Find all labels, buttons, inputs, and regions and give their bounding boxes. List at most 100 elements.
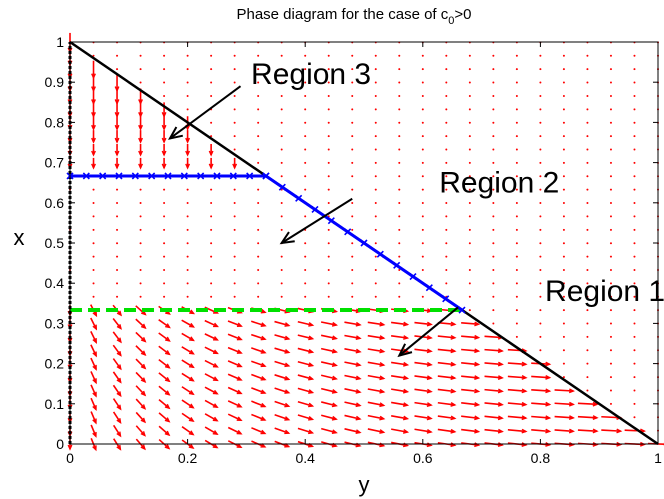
vector-arrowhead: [545, 442, 552, 447]
vector-point: [304, 242, 307, 245]
blue-curve-marker: [393, 261, 401, 269]
vector-point: [515, 228, 518, 231]
vector-point: [163, 228, 166, 231]
blue-curve-marker: [213, 172, 221, 180]
vector-arrow: [367, 348, 384, 353]
vector-point: [374, 282, 377, 285]
vector-point: [586, 121, 589, 124]
vector-point: [421, 255, 424, 258]
vector-point: [586, 215, 589, 218]
vector-point: [492, 68, 495, 71]
vector-point: [280, 135, 283, 138]
vector-arrowhead: [568, 442, 575, 447]
vector-point: [210, 242, 213, 245]
vector-point: [374, 148, 377, 151]
vector-point: [586, 135, 589, 138]
vector-point: [633, 148, 636, 151]
vector-arrowhead: [521, 415, 528, 421]
vector-point: [633, 228, 636, 231]
vector-arrow: [367, 401, 384, 407]
vector-point: [139, 268, 142, 271]
vector-arrowhead: [545, 401, 552, 407]
vector-arrow: [367, 428, 384, 434]
vector-arrowhead: [138, 150, 143, 157]
vector-arrow: [320, 387, 337, 394]
vector-arrow: [227, 413, 242, 422]
vector-point: [492, 148, 495, 151]
vector-point: [468, 228, 471, 231]
vector-arrowhead: [331, 415, 338, 421]
vector-arrow: [204, 319, 218, 328]
vector-arrowhead: [212, 403, 219, 409]
vector-arrowhead: [450, 402, 457, 407]
vector-arrowhead: [331, 429, 338, 435]
vector-point: [633, 416, 636, 419]
vector-point: [633, 295, 636, 298]
vector-arrowhead: [403, 321, 410, 327]
vector-point: [210, 121, 213, 124]
vector-point: [257, 268, 260, 271]
vector-arrow: [391, 361, 408, 366]
vector-arrowhead: [91, 73, 96, 80]
vector-point: [562, 268, 565, 271]
vector-point: [210, 81, 213, 84]
vector-arrow: [181, 372, 194, 382]
vector-point: [562, 148, 565, 151]
vector-point: [374, 175, 377, 178]
vector-point: [586, 242, 589, 245]
vector-point: [351, 108, 354, 111]
vector-arrow: [227, 386, 242, 395]
vector-arrowhead: [284, 322, 291, 327]
vector-point: [257, 255, 260, 258]
vector-point: [116, 255, 119, 258]
vector-point: [374, 161, 377, 164]
vector-arrowhead: [212, 349, 219, 355]
vector-point: [539, 135, 542, 138]
vector-point: [609, 188, 612, 191]
vector-arrowhead: [426, 428, 433, 434]
vector-point: [633, 81, 636, 84]
vector-arrowhead: [426, 348, 433, 354]
vector-point: [445, 148, 448, 151]
vector-arrow: [461, 335, 479, 339]
vector-arrowhead: [140, 323, 147, 330]
vector-point: [609, 268, 612, 271]
vector-arrow: [554, 415, 574, 419]
vector-arrowhead: [521, 388, 528, 394]
vector-arrow: [112, 411, 122, 423]
y-axis-ticks: 0 0.1 0.2 0.3 0.4 0.5 0.6 0.7 0.8 0.9 1: [45, 34, 658, 452]
vector-point: [421, 54, 424, 57]
vector-arrow: [135, 358, 146, 369]
vector-arrow: [344, 334, 361, 340]
vector-point: [257, 228, 260, 231]
vector-point: [492, 161, 495, 164]
vector-point: [398, 81, 401, 84]
vector-arrowhead: [212, 336, 219, 341]
vector-point: [492, 322, 495, 325]
blue-curve-marker: [295, 194, 303, 202]
vector-point: [586, 202, 589, 205]
vector-arrow: [507, 388, 526, 392]
vector-point: [280, 81, 283, 84]
vector-arrow: [297, 427, 313, 434]
vector-point: [210, 255, 213, 258]
vector-point: [445, 188, 448, 191]
vector-arrowhead: [474, 348, 481, 354]
vector-point: [515, 295, 518, 298]
x-axis-label: y: [359, 472, 370, 497]
vector-arrowhead: [92, 364, 97, 371]
vector-point: [374, 268, 377, 271]
vector-point: [280, 255, 283, 258]
vector-point: [398, 188, 401, 191]
vector-point: [562, 121, 565, 124]
vector-arrowhead: [92, 351, 97, 358]
vector-arrow: [204, 413, 218, 422]
vector-arrowhead: [568, 401, 575, 407]
vector-arrowhead: [331, 389, 338, 394]
vector-point: [492, 282, 495, 285]
vector-point: [210, 295, 213, 298]
vector-point: [186, 255, 189, 258]
x-tick-label: 0.4: [295, 450, 315, 466]
vector-arrow: [274, 400, 289, 407]
vector-arrowhead: [260, 349, 267, 354]
